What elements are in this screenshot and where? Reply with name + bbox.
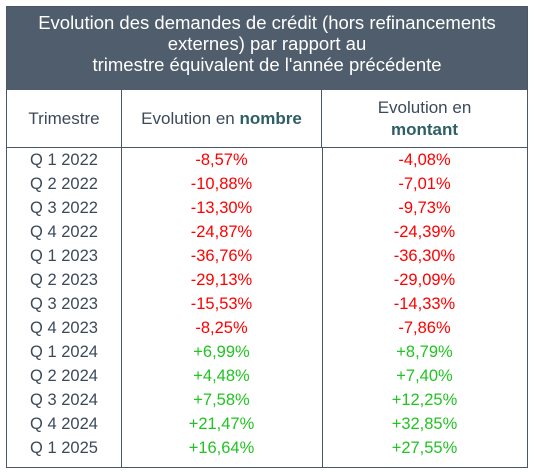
table-row: Q 4 2022 -24,87% -24,39% — [7, 220, 527, 244]
cell-nombre: +4,48% — [193, 367, 250, 385]
header-trimestre: Trimestre — [28, 108, 100, 128]
cell-nombre: -13,30% — [190, 199, 253, 217]
header-nombre-prefix: Evolution en — [141, 108, 240, 128]
header-montant-bold: montant — [390, 119, 459, 139]
cell-trimestre: Q 2 2023 — [30, 271, 98, 289]
cell-montant: +7,40% — [396, 367, 453, 385]
cell-montant: +32,85% — [391, 415, 458, 433]
column-divider-1 — [121, 148, 122, 468]
cell-montant: -4,08% — [398, 151, 451, 169]
cell-trimestre: Q 3 2024 — [30, 391, 98, 409]
table-row: Q 2 2023 -29,13% -29,09% — [7, 268, 527, 292]
column-divider-2 — [322, 148, 323, 468]
cell-trimestre: Q 2 2022 — [30, 175, 98, 193]
cell-trimestre: Q 3 2022 — [30, 199, 98, 217]
header-nombre-bold: nombre — [239, 108, 302, 128]
cell-trimestre: Q 4 2022 — [30, 223, 98, 241]
cell-nombre: +21,47% — [188, 415, 255, 433]
table-row: Q 3 2022 -13,30% -9,73% — [7, 196, 527, 220]
table-body: Q 1 2022 -8,57% -4,08% Q 2 2022 -10,88% -7,01… — [7, 148, 527, 460]
cell-trimestre: Q 1 2022 — [30, 151, 98, 169]
cell-montant: +12,25% — [391, 391, 458, 409]
cell-montant: -7,86% — [398, 319, 451, 337]
cell-nombre: -8,25% — [195, 319, 248, 337]
cell-montant: -14,33% — [393, 295, 456, 313]
cell-nombre: -10,88% — [190, 175, 253, 193]
cell-montant: -9,73% — [398, 199, 451, 217]
cell-nombre: -36,76% — [190, 247, 253, 265]
cell-montant: -7,01% — [398, 175, 451, 193]
cell-trimestre: Q 3 2023 — [30, 295, 98, 313]
cell-trimestre: Q 1 2025 — [30, 439, 98, 457]
cell-nombre: -29,13% — [190, 271, 253, 289]
header-evolution-nombre: Evolution en nombre — [121, 90, 322, 147]
cell-trimestre: Q 1 2023 — [30, 247, 98, 265]
header-montant-prefix: Evolution en — [377, 97, 472, 117]
table-row: Q 2 2024 +4,48% +7,40% — [7, 364, 527, 388]
cell-montant: -29,09% — [393, 271, 456, 289]
table-row: Q 1 2025 +16,64% +27,55% — [7, 436, 527, 460]
cell-nombre: +7,58% — [193, 391, 250, 409]
table-frame: Evolution des demandes de crédit (hors r… — [6, 6, 528, 468]
cell-nombre: -8,57% — [195, 151, 248, 169]
table-row: Q 3 2024 +7,58% +12,25% — [7, 388, 527, 412]
table-row: Q 1 2024 +6,99% +8,79% — [7, 340, 527, 364]
cell-nombre: -15,53% — [190, 295, 253, 313]
cell-trimestre: Q 4 2023 — [30, 319, 98, 337]
title-line-3: trimestre équivalent de l'année précéden… — [92, 54, 442, 75]
cell-nombre: +16,64% — [188, 439, 255, 457]
cell-trimestre: Q 2 2024 — [30, 367, 98, 385]
cell-nombre: -24,87% — [190, 223, 253, 241]
table-title: Evolution des demandes de crédit (hors r… — [7, 7, 527, 90]
table-row: Q 4 2024 +21,47% +32,85% — [7, 412, 527, 436]
table-row: Q 1 2022 -8,57% -4,08% — [7, 148, 527, 172]
table-row: Q 2 2022 -10,88% -7,01% — [7, 172, 527, 196]
table-row: Q 4 2023 -8,25% -7,86% — [7, 316, 527, 340]
cell-montant: +8,79% — [396, 343, 453, 361]
cell-trimestre: Q 1 2024 — [30, 343, 98, 361]
cell-montant: -24,39% — [393, 223, 456, 241]
cell-nombre: +6,99% — [193, 343, 250, 361]
cell-montant: +27,55% — [391, 439, 458, 457]
cell-trimestre: Q 4 2024 — [30, 415, 98, 433]
title-line-2: externes) par rapport au — [167, 33, 367, 54]
table-header: Trimestre Evolution en nombre Evolution … — [7, 90, 527, 148]
table-row: Q 3 2023 -15,53% -14,33% — [7, 292, 527, 316]
cell-montant: -36,30% — [393, 247, 456, 265]
title-line-1: Evolution des demandes de crédit (hors r… — [38, 12, 496, 33]
header-evolution-montant: Evolution en montant — [322, 90, 527, 147]
table-row: Q 1 2023 -36,76% -36,30% — [7, 244, 527, 268]
